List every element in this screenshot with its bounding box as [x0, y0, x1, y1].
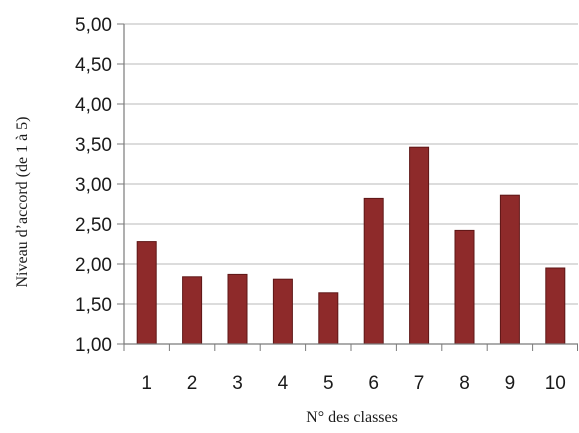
bar-10 — [545, 267, 566, 345]
y-tick-label: 2,00 — [75, 255, 112, 276]
x-tick-label: 4 — [278, 373, 289, 394]
bar-6 — [363, 197, 384, 345]
x-tick-label: 6 — [368, 373, 379, 394]
axes — [117, 23, 578, 351]
x-axis-title: N° des classes — [306, 409, 398, 426]
bar-3 — [227, 273, 248, 345]
y-tick-label: 2,50 — [75, 215, 112, 236]
bar-7 — [409, 146, 430, 345]
x-tick-labels: 1 2 3 4 5 6 7 8 9 10 — [141, 373, 565, 394]
y-tick-label: 1,50 — [75, 295, 112, 316]
bar-9 — [499, 194, 520, 345]
x-tick-label: 2 — [187, 373, 198, 394]
bar-1 — [136, 241, 157, 345]
bar-8 — [454, 229, 475, 345]
y-tick-label: 5,00 — [75, 15, 112, 36]
x-tick-label: 3 — [232, 373, 243, 394]
x-tick-label: 1 — [141, 373, 152, 394]
x-tick-label: 7 — [414, 373, 425, 394]
y-tick-labels: 1,00 1,50 2,00 2,50 3,00 3,50 4,00 4,50 5,00 — [75, 15, 112, 356]
y-tick-label: 3,50 — [75, 135, 112, 156]
bar-4 — [272, 278, 293, 345]
bar-2 — [182, 276, 203, 345]
bar-5 — [318, 292, 339, 345]
y-tick-label: 4,50 — [75, 55, 112, 76]
y-tick-label: 1,00 — [75, 335, 112, 356]
gridlines — [124, 23, 578, 305]
bars — [136, 146, 566, 345]
x-tick-label: 10 — [545, 373, 566, 394]
y-axis-title: Niveau d’accord (de 1 à 5) — [14, 116, 31, 287]
x-tick-label: 8 — [459, 373, 470, 394]
x-tick-label: 9 — [505, 373, 516, 394]
y-tick-label: 3,00 — [75, 175, 112, 196]
x-tick-label: 5 — [323, 373, 334, 394]
y-tick-label: 4,00 — [75, 95, 112, 116]
